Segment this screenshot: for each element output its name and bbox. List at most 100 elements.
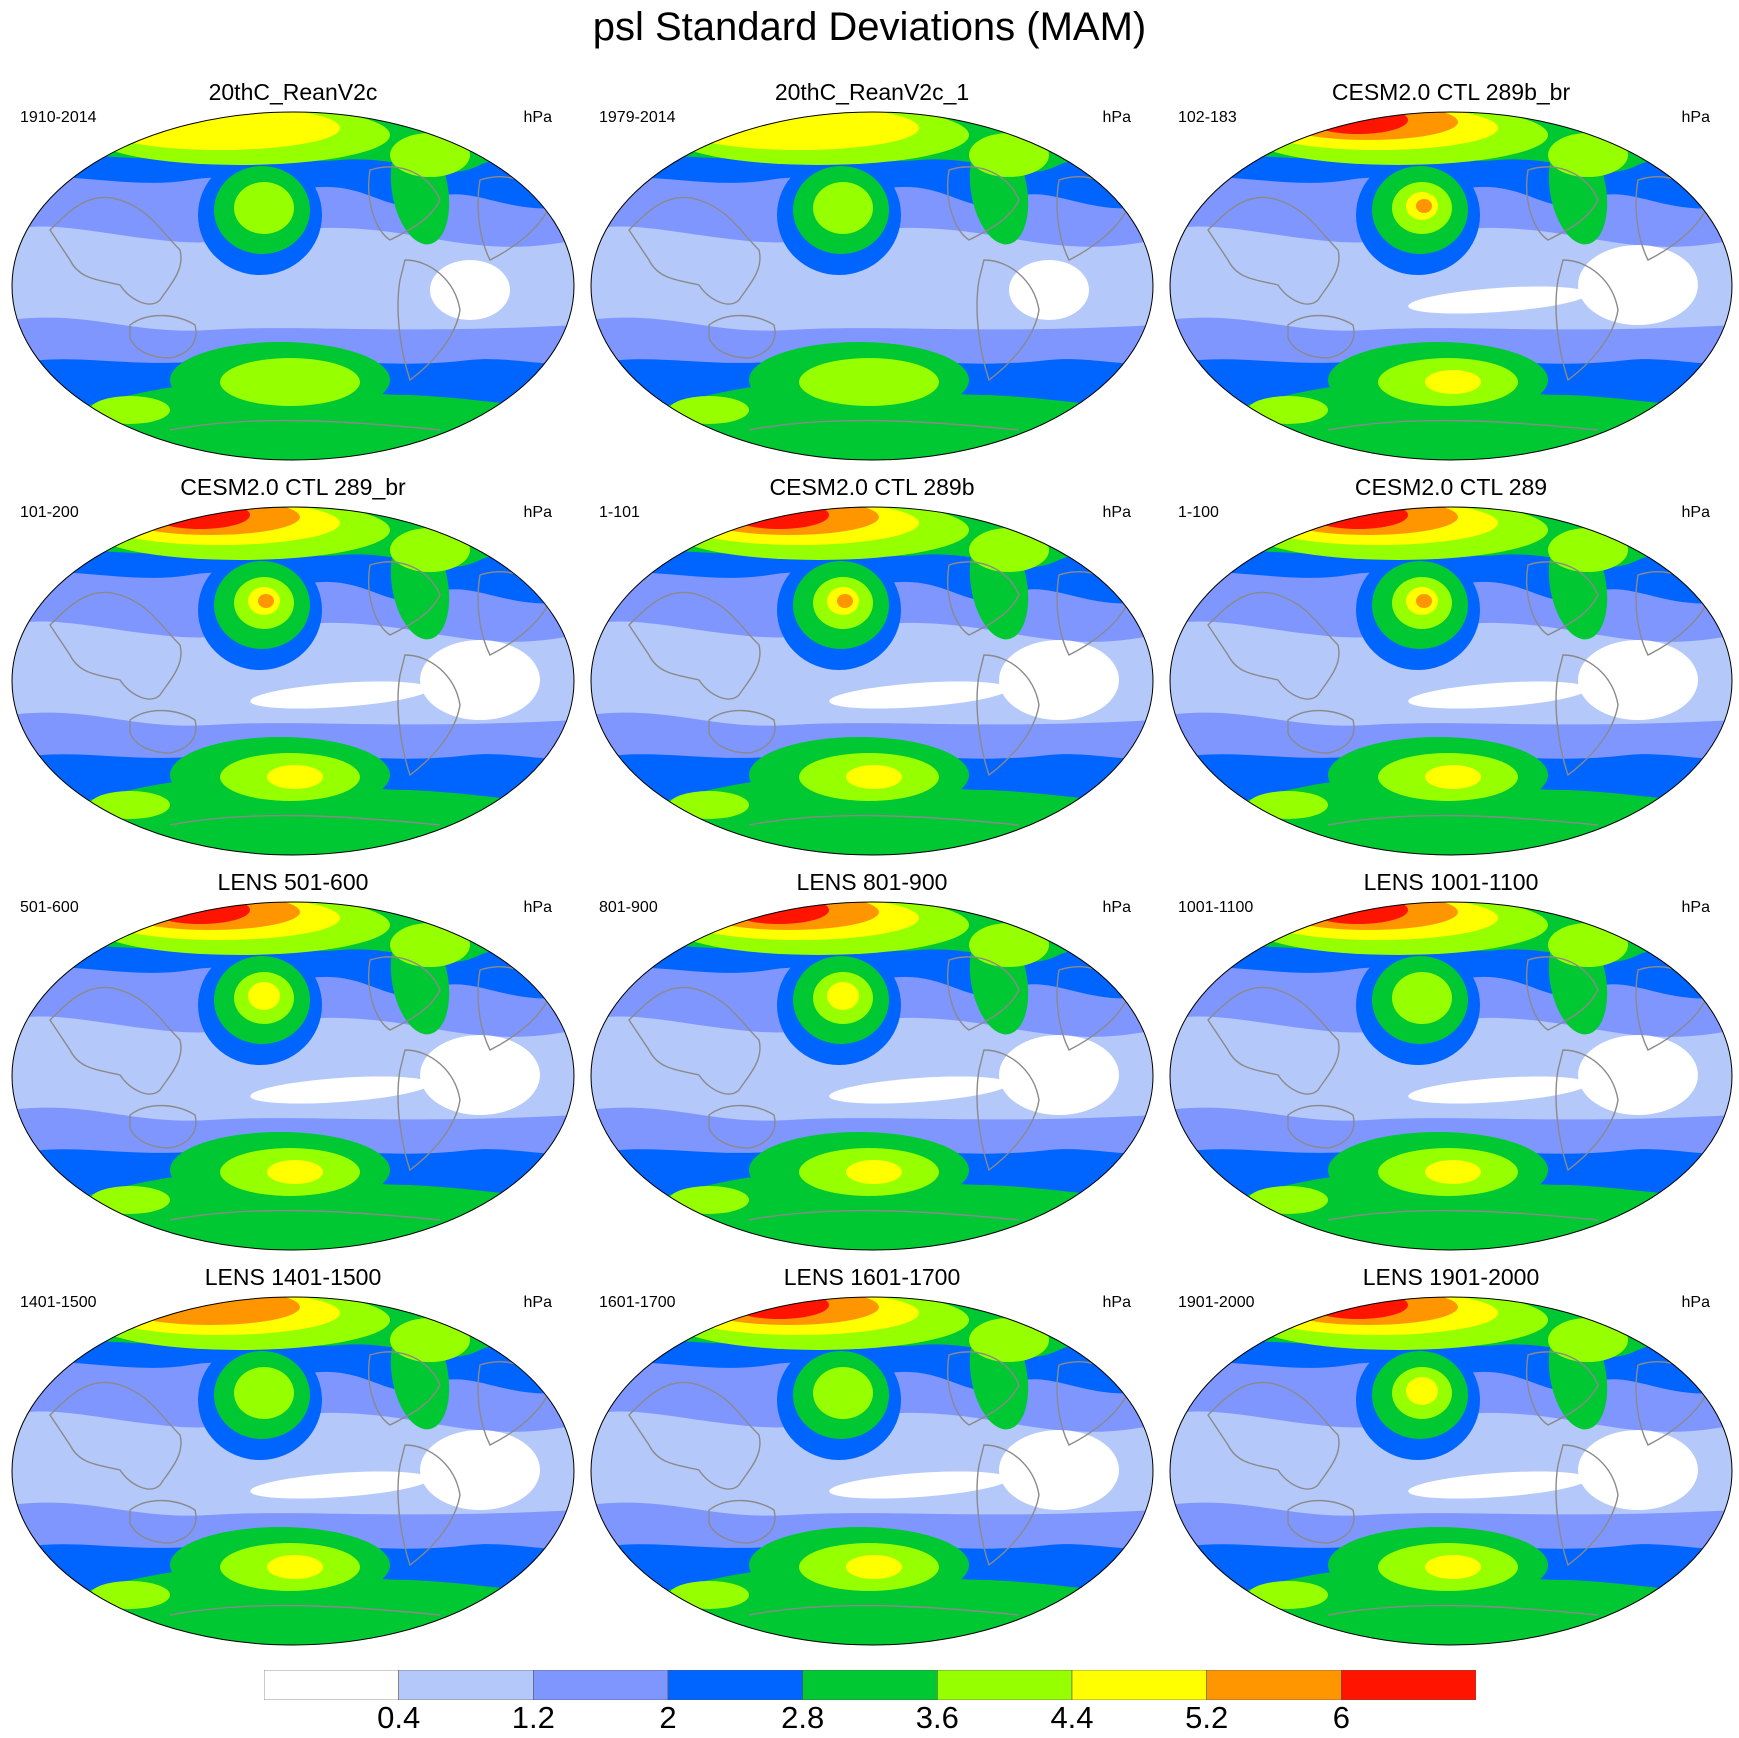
aleutian-lime: [813, 1367, 873, 1419]
aleutian-orange: [1416, 594, 1432, 608]
tropics-white-atlantic: [430, 260, 510, 320]
coastline-3: [976, 1444, 1040, 1567]
colorbar-level-label: 0.4: [377, 1700, 421, 1735]
contour-map: [1169, 506, 1733, 856]
coastline-0: [49, 591, 182, 700]
coastline-2: [368, 166, 441, 241]
coastline-3: [976, 654, 1040, 777]
southern-ocean-lime-west: [90, 396, 170, 424]
colorbar-box: [937, 1670, 1073, 1700]
coastline-2: [1526, 1351, 1599, 1426]
coastline-5: [1327, 1209, 1599, 1221]
map-border: [590, 506, 1154, 856]
tropics-white-east-pacific: [250, 1076, 430, 1104]
tropics-white-atlantic: [1009, 260, 1089, 320]
coastline-3: [1555, 654, 1619, 777]
coastline-5: [748, 419, 1020, 431]
panel-units-label: hPa: [1681, 899, 1710, 916]
coastline-1: [1287, 314, 1355, 359]
atlantic-lime: [1548, 133, 1628, 177]
coastline-2: [368, 956, 441, 1031]
panel-period-label: 501-600: [20, 899, 79, 916]
aleutian-yellow: [248, 982, 280, 1010]
panel-title: LENS 1401-1500: [204, 1264, 382, 1290]
panel-period-label: 1401-1500: [20, 1294, 97, 1311]
coastline-2: [947, 956, 1020, 1031]
southern-ocean-yellow: [1425, 765, 1481, 789]
panel-title: CESM2.0 CTL 289b: [769, 474, 975, 500]
panel-title: LENS 1001-1100: [1363, 869, 1539, 895]
panel-units-label: hPa: [1102, 899, 1131, 916]
panel-period-label: 102-183: [1178, 109, 1237, 126]
map-panel: CESM2.0 CTL 289b 1-101 hPa: [589, 473, 1155, 857]
figure-title: psl Standard Deviations (MAM): [592, 5, 1147, 49]
tropics-white-atlantic: [420, 640, 540, 720]
tropics-white-atlantic: [1578, 1035, 1698, 1115]
atlantic-lime: [390, 528, 470, 572]
panel-units-label: hPa: [1102, 504, 1131, 521]
coastline-1: [1287, 1104, 1355, 1149]
map-border: [11, 1296, 575, 1646]
tropics-white-east-pacific: [1408, 681, 1588, 709]
coastline-1: [1287, 1499, 1355, 1544]
panel-title: 20thC_ReanV2c_1: [774, 79, 970, 105]
map-border: [11, 111, 575, 461]
tropics-white-atlantic: [1578, 640, 1698, 720]
contour-map: [11, 506, 575, 856]
aleutian-lime: [1392, 972, 1452, 1024]
panel-units-label: hPa: [523, 1294, 552, 1311]
panel-period-label: 1001-1100: [1178, 899, 1254, 916]
colorbar-box: [802, 1670, 938, 1700]
atlantic-lime: [1548, 1318, 1628, 1362]
map-panel: 20thC_ReanV2c_1 1979-2014 hPa: [589, 78, 1155, 462]
southern-ocean-lime-west: [669, 1581, 749, 1609]
panel-period-label: 1979-2014: [599, 109, 676, 126]
map-border: [11, 506, 575, 856]
coastline-5: [748, 814, 1020, 826]
coastline-1: [1287, 709, 1355, 754]
contour-map: [11, 111, 575, 461]
contour-map: [1169, 901, 1733, 1251]
aleutian-orange: [837, 594, 853, 608]
colorbar: [264, 1670, 1476, 1700]
panel-units-label: hPa: [1102, 109, 1131, 126]
map-panel: LENS 1901-2000 1901-2000 hPa: [1168, 1263, 1734, 1647]
map-border: [1169, 1296, 1733, 1646]
panel-period-label: 1910-2014: [20, 109, 97, 126]
coastline-3: [1555, 1049, 1619, 1172]
panel-title: CESM2.0 CTL 289: [1354, 474, 1548, 500]
coastline-5: [169, 1604, 441, 1616]
atlantic-lime: [390, 1318, 470, 1362]
map-panel: 20thC_ReanV2c 1910-2014 hPa: [10, 78, 576, 462]
atlantic-lime: [969, 1318, 1049, 1362]
atlantic-lime: [1548, 528, 1628, 572]
coastline-2: [1526, 166, 1599, 241]
southern-ocean-lime-west: [1248, 396, 1328, 424]
southern-ocean-yellow: [846, 1160, 902, 1184]
panel-period-label: 1601-1700: [599, 1294, 676, 1311]
coastline-2: [947, 1351, 1020, 1426]
contour-map: [590, 1296, 1154, 1646]
panel-units-label: hPa: [1102, 1294, 1131, 1311]
colorbar-level-label: 5.2: [1185, 1700, 1229, 1735]
southern-ocean-lime-west: [90, 791, 170, 819]
coastline-2: [1526, 956, 1599, 1031]
southern-ocean-lime-west: [1248, 791, 1328, 819]
southern-ocean-lime: [799, 358, 939, 406]
map-panel: CESM2.0 CTL 289 1-100 hPa: [1168, 473, 1734, 857]
contour-map: [590, 901, 1154, 1251]
panel-units-label: hPa: [1681, 504, 1710, 521]
tropics-white-east-pacific: [1408, 1471, 1588, 1499]
coastline-0: [628, 986, 761, 1095]
aleutian-lime: [813, 182, 873, 234]
southern-ocean-lime-west: [669, 1186, 749, 1214]
coastline-0: [628, 591, 761, 700]
southern-ocean-lime-west: [90, 1581, 170, 1609]
coastline-3: [397, 1444, 461, 1567]
coastline-0: [1207, 196, 1340, 305]
coastline-1: [129, 1499, 197, 1544]
coastline-1: [129, 314, 197, 359]
colorbar-level-label: 2.8: [781, 1700, 825, 1735]
coastline-5: [748, 1209, 1020, 1221]
tropics-white-atlantic: [999, 1035, 1119, 1115]
